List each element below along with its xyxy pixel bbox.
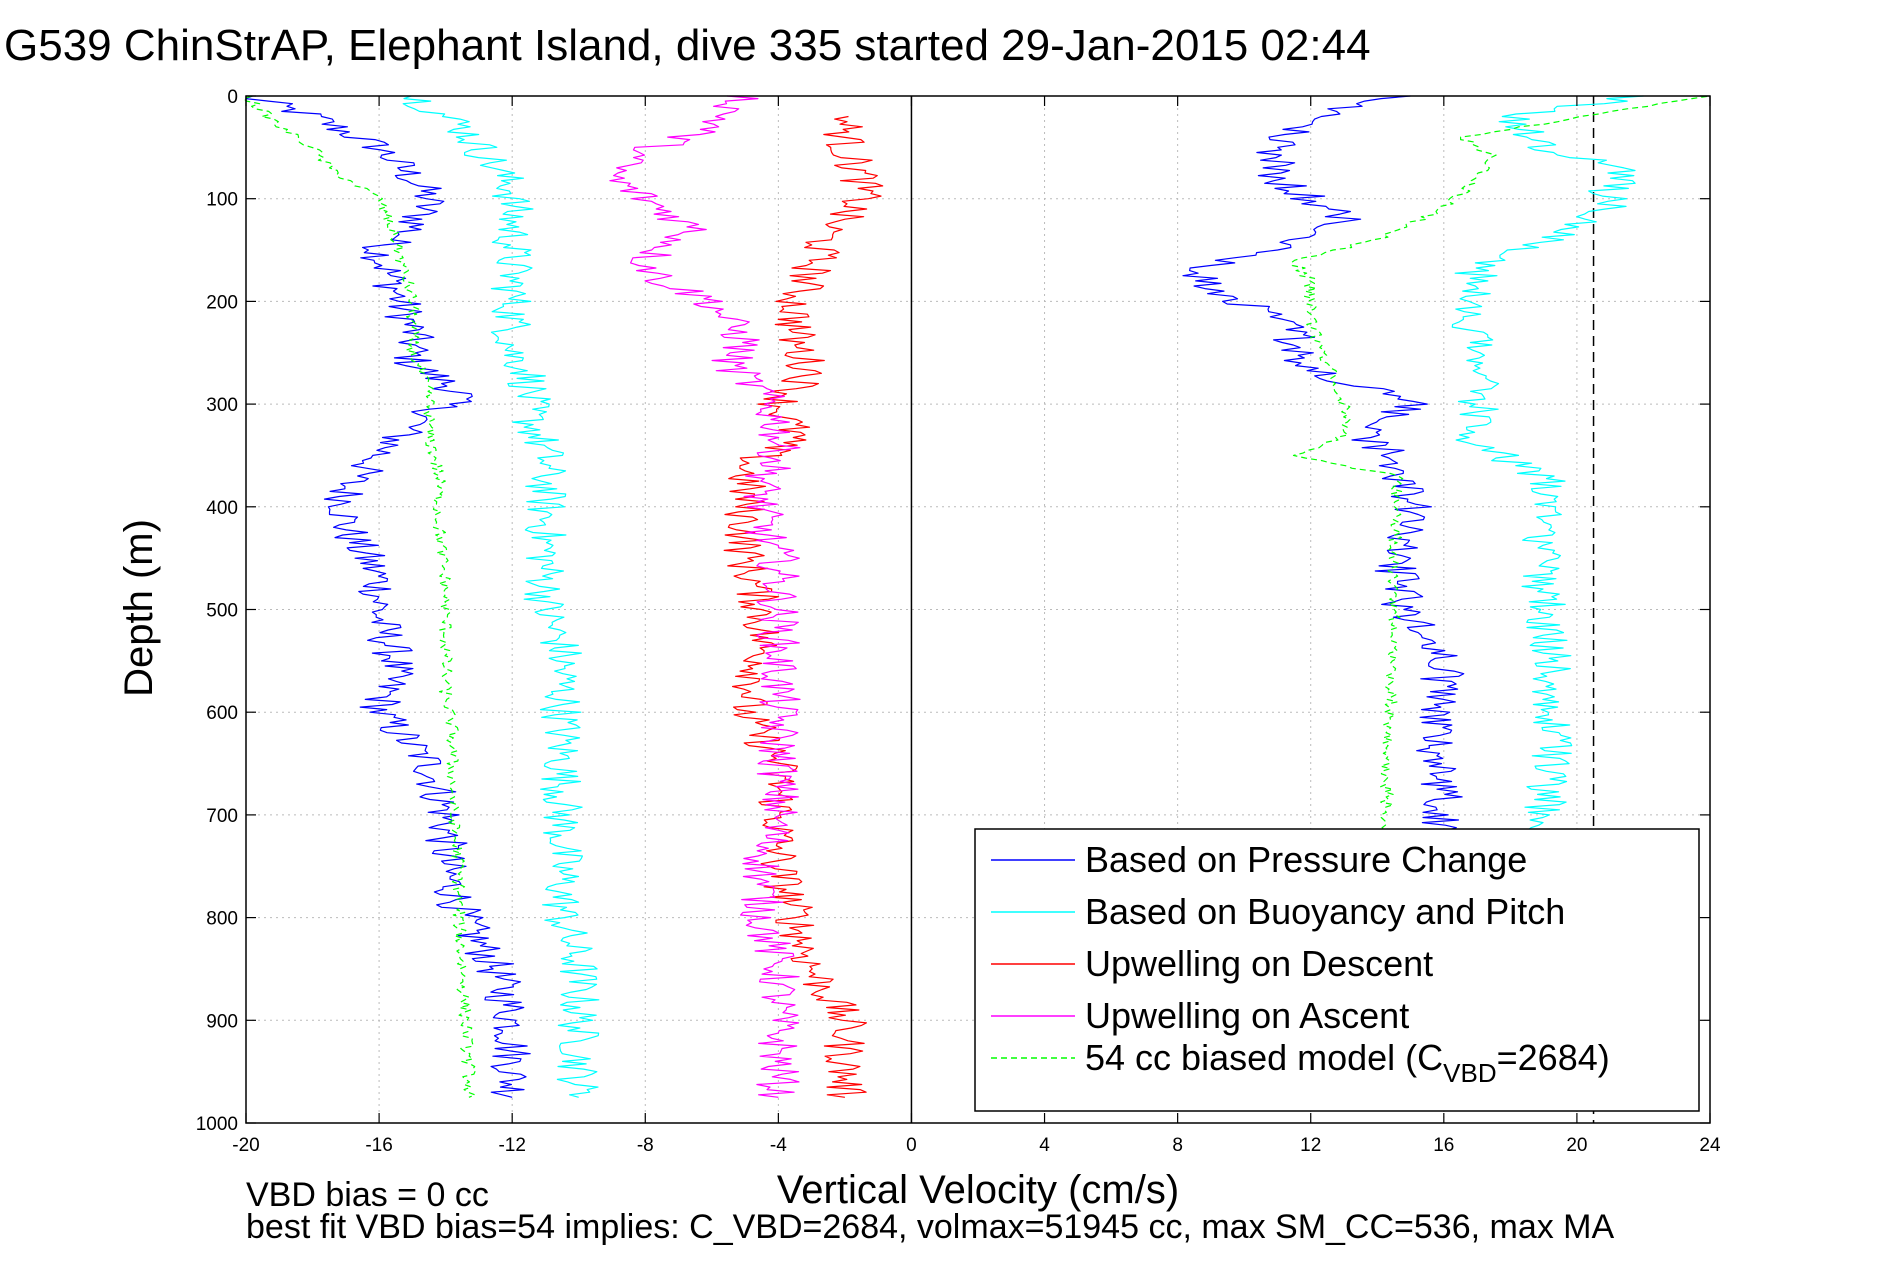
x-axis-label: Vertical Velocity (cm/s) (777, 1168, 1179, 1212)
y-tick-label: 300 (206, 395, 238, 416)
series-line (402, 95, 600, 1098)
series-line (609, 95, 801, 1098)
series-2 (723, 115, 884, 1098)
x-tick-label: -12 (498, 1135, 525, 1156)
x-tick-label: 4 (1039, 1135, 1050, 1156)
x-tick-label: 0 (906, 1135, 917, 1156)
chart-title: G539 ChinStrAP, Elephant Island, dive 33… (4, 21, 1371, 70)
x-tick-label: 16 (1433, 1135, 1454, 1156)
x-tick-label: -16 (365, 1135, 392, 1156)
x-tick-label: -4 (770, 1135, 787, 1156)
y-tick-label: 800 (206, 909, 238, 930)
series-line (245, 95, 531, 1098)
legend-label: Based on Buoyancy and Pitch (1085, 891, 1565, 932)
y-tick-label: 400 (206, 498, 238, 519)
y-tick-label: 500 (206, 601, 238, 622)
y-tick-label: 1000 (196, 1114, 238, 1135)
y-tick-label: 700 (206, 806, 238, 827)
legend-label: Upwelling on Descent (1085, 943, 1433, 984)
y-axis-label: Depth (m) (117, 519, 161, 697)
legend-label: 54 cc biased model (CVBD=2684) (1085, 1037, 1610, 1088)
vbd-bias-note: VBD bias = 0 cc (246, 1176, 489, 1214)
series-line (243, 95, 476, 1098)
best-fit-note: best fit VBD bias=54 implies: C_VBD=2684… (246, 1208, 1615, 1246)
y-tick-label: 0 (227, 87, 238, 108)
x-tick-label: 12 (1300, 1135, 1321, 1156)
series-3 (609, 95, 801, 1098)
y-tick-label: 900 (206, 1011, 238, 1032)
series-line (723, 115, 884, 1098)
axes: -20 -16 -12 -8 -4 0 4 8 12 16 20 24 0 100 200 300 400 500… (196, 87, 1721, 1156)
legend-box (974, 828, 1700, 1112)
y-tick-label: 100 (206, 190, 238, 211)
legend: Based on Pressure Change Based on Buoyanc… (974, 828, 1700, 1112)
x-tick-label: 24 (1699, 1135, 1721, 1156)
legend-label: Based on Pressure Change (1085, 839, 1527, 880)
x-tick-label: -8 (637, 1135, 654, 1156)
x-tick-label: -20 (232, 1135, 259, 1156)
x-tick-label: 20 (1566, 1135, 1587, 1156)
y-tick-label: 200 (206, 292, 238, 313)
y-tick-label: 600 (206, 703, 238, 724)
x-tick-label: 8 (1172, 1135, 1183, 1156)
legend-label: Upwelling on Ascent (1085, 995, 1409, 1036)
